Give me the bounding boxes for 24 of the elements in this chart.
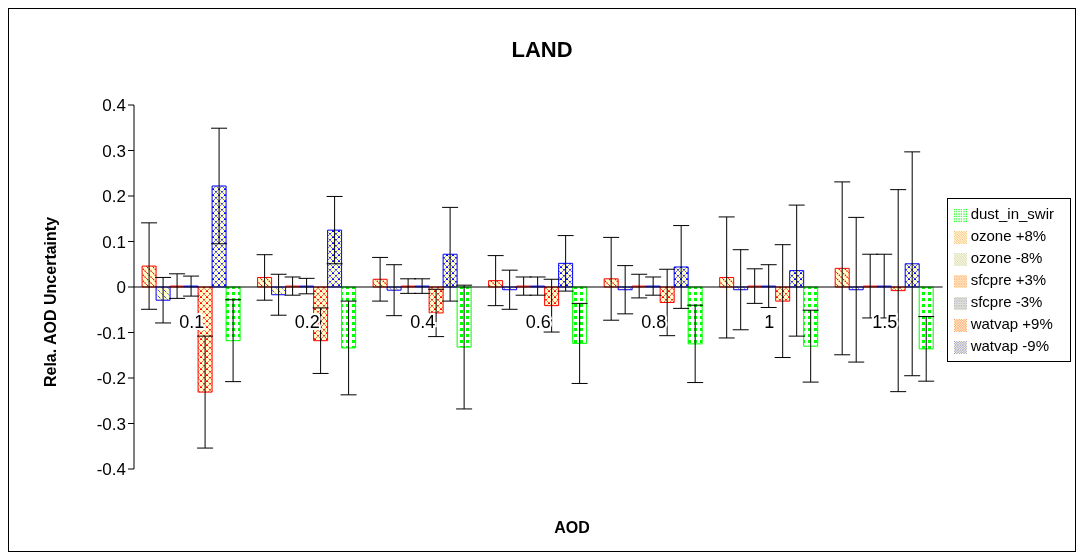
- y-tick-label: 0.4: [102, 96, 126, 116]
- y-tick-label: -0.3: [96, 414, 126, 434]
- legend-label: ozone +8%: [970, 227, 1047, 244]
- legend-label: ozone -8%: [970, 249, 1043, 266]
- y-tick-label: -0.2: [96, 369, 126, 389]
- y-tick-label: -0.1: [96, 323, 126, 343]
- x-tick-label: 0.4: [410, 312, 436, 332]
- x-tick-label: 1.5: [872, 312, 898, 332]
- y-tick-label: 0.3: [102, 141, 126, 161]
- x-tick-label: 0.8: [641, 312, 667, 332]
- legend-label: sfcpre -3%: [970, 293, 1043, 310]
- y-axis-title: Rela. AOD Uncertainty: [42, 216, 60, 388]
- y-tick-label: 0.2: [102, 187, 126, 207]
- chart-title: LAND: [510, 37, 574, 63]
- x-tick-label: 0.6: [525, 312, 551, 332]
- y-tick-label: -0.4: [96, 460, 126, 480]
- legend-label: dust_in_swir: [970, 205, 1054, 222]
- legend-label: sfcpre +3%: [970, 271, 1047, 288]
- x-tick-label: 1: [764, 312, 775, 332]
- x-axis-title: AOD: [553, 519, 591, 537]
- legend-label: watvap -9%: [970, 337, 1049, 354]
- legend-label: watvap +9%: [970, 315, 1053, 332]
- y-tick-label: 0.1: [102, 232, 126, 252]
- y-tick-label: 0: [116, 278, 126, 298]
